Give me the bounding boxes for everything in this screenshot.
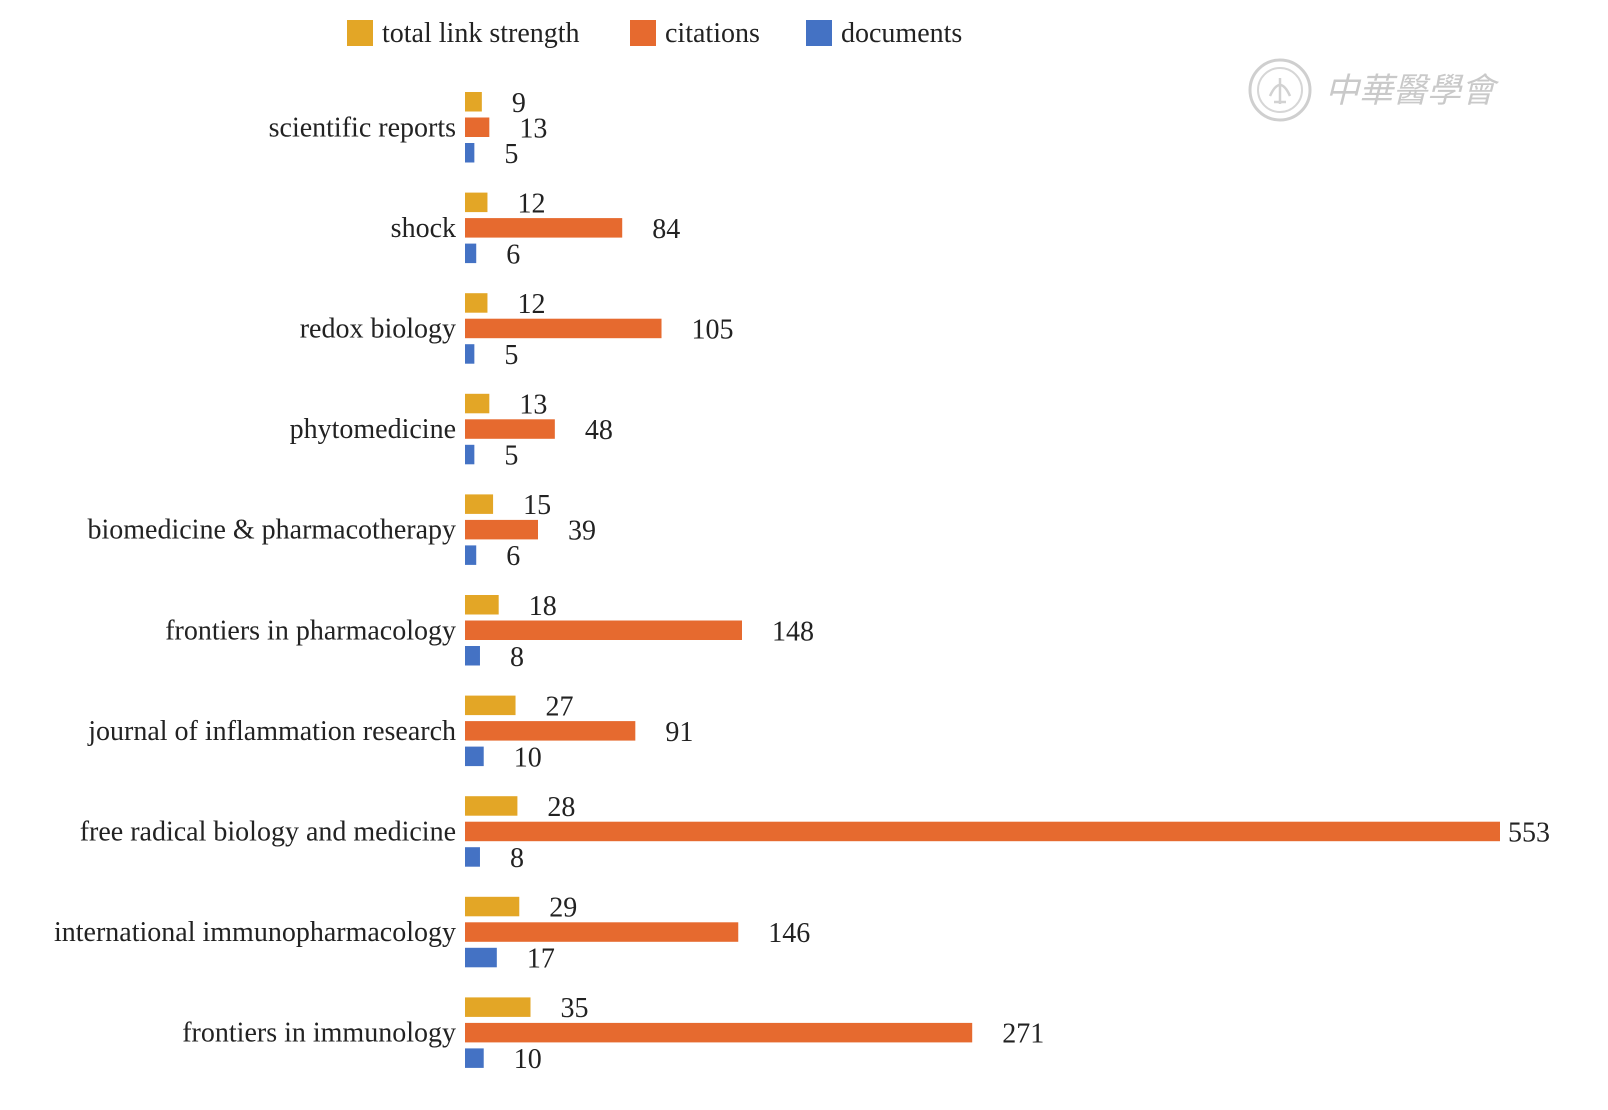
bar-documents-journal-of-inflammation-research (465, 746, 484, 767)
legend-swatch-total-link-strength (347, 20, 373, 46)
legend-label-citations: citations (665, 18, 760, 49)
bar-documents-phytomedicine (465, 444, 475, 465)
bar-citations-international-immunopharmacology (465, 922, 739, 942)
seal-emblem (1268, 78, 1292, 104)
value-label-documents-free-radical-biology-and-medicine: 8 (510, 843, 524, 874)
category-label-free-radical-biology-and-medicine: free radical biology and medicine (80, 816, 456, 847)
category-label-frontiers-in-immunology: frontiers in immunology (182, 1018, 456, 1049)
bar-total-link-strength-international-immunopharmacology (465, 896, 520, 917)
bar-citations-scientific-reports (465, 117, 490, 137)
bar-citations-free-radical-biology-and-medicine (465, 821, 1500, 842)
category-label-scientific-reports: scientific reports (269, 112, 456, 143)
bar-citations-frontiers-in-pharmacology (465, 620, 742, 640)
value-label-citations-phytomedicine: 48 (585, 415, 613, 446)
value-label-total-link-strength-international-immunopharmacology: 29 (549, 893, 577, 924)
legend-swatch-documents (806, 20, 832, 46)
value-label-total-link-strength-frontiers-in-pharmacology: 18 (529, 591, 557, 622)
bar-documents-redox-biology (465, 344, 475, 364)
bar-documents-frontiers-in-pharmacology (465, 646, 480, 666)
value-label-citations-biomedicine-and-pharmacotherapy: 39 (568, 516, 596, 547)
value-label-documents-scientific-reports: 5 (504, 139, 518, 170)
bar-citations-phytomedicine (465, 419, 555, 439)
value-label-total-link-strength-frontiers-in-immunology: 35 (561, 993, 589, 1024)
bar-total-link-strength-phytomedicine (465, 393, 490, 414)
watermark: 中華醫學會 (1248, 58, 1500, 122)
value-label-citations-scientific-reports: 13 (519, 113, 547, 144)
bar-documents-biomedicine-and-pharmacotherapy (465, 545, 477, 565)
value-label-documents-phytomedicine: 5 (504, 441, 518, 472)
value-label-total-link-strength-journal-of-inflammation-research: 27 (546, 691, 574, 722)
bar-total-link-strength-frontiers-in-pharmacology (465, 595, 499, 615)
value-label-total-link-strength-phytomedicine: 13 (519, 390, 547, 421)
seal-icon (1248, 58, 1312, 122)
bar-citations-frontiers-in-immunology (465, 1022, 973, 1043)
value-label-total-link-strength-shock: 12 (517, 188, 545, 219)
bar-total-link-strength-frontiers-in-immunology (465, 997, 531, 1017)
value-label-documents-redox-biology: 5 (504, 340, 518, 371)
value-label-total-link-strength-biomedicine-and-pharmacotherapy: 15 (523, 490, 551, 521)
bar-citations-shock (465, 218, 623, 238)
value-label-citations-international-immunopharmacology: 146 (768, 918, 810, 949)
value-label-citations-free-radical-biology-and-medicine: 553 (1508, 817, 1550, 848)
bar-citations-redox-biology (465, 318, 662, 339)
legend-label-documents: documents (841, 18, 962, 49)
category-label-phytomedicine: phytomedicine (290, 414, 456, 445)
watermark-text: 中華醫學會 (1325, 73, 1500, 110)
bar-total-link-strength-free-radical-biology-and-medicine (465, 796, 518, 816)
bar-documents-frontiers-in-immunology (465, 1048, 484, 1068)
category-label-frontiers-in-pharmacology: frontiers in pharmacology (165, 615, 456, 646)
category-label-redox-biology: redox biology (300, 313, 456, 344)
seal-inner-ring (1257, 67, 1303, 113)
value-label-citations-shock: 84 (652, 214, 680, 245)
value-label-total-link-strength-redox-biology: 12 (517, 289, 545, 320)
value-label-citations-frontiers-in-pharmacology: 148 (772, 616, 814, 647)
legend: total link strength citations documents (347, 18, 962, 49)
bar-documents-scientific-reports (465, 143, 475, 163)
bar-citations-journal-of-inflammation-research (465, 721, 636, 741)
category-label-journal-of-inflammation-research: journal of inflammation research (87, 716, 456, 747)
bar-documents-shock (465, 243, 477, 264)
bar-total-link-strength-shock (465, 192, 488, 213)
bar-total-link-strength-journal-of-inflammation-research (465, 695, 516, 716)
value-label-documents-journal-of-inflammation-research: 10 (514, 742, 542, 773)
value-label-documents-biomedicine-and-pharmacotherapy: 6 (506, 541, 520, 572)
bar-documents-free-radical-biology-and-medicine (465, 847, 480, 867)
bar-documents-international-immunopharmacology (465, 947, 497, 968)
bar-total-link-strength-biomedicine-and-pharmacotherapy (465, 494, 494, 514)
value-label-citations-frontiers-in-immunology: 271 (1002, 1019, 1044, 1050)
bar-total-link-strength-redox-biology (465, 293, 488, 313)
legend-swatch-citations (630, 20, 656, 46)
category-label-international-immunopharmacology: international immunopharmacology (54, 917, 456, 948)
bar-citations-biomedicine-and-pharmacotherapy (465, 519, 538, 540)
value-label-citations-redox-biology: 105 (692, 314, 734, 345)
category-label-shock: shock (391, 213, 456, 244)
category-label-biomedicine-and-pharmacotherapy: biomedicine & pharmacotherapy (87, 515, 456, 546)
value-label-documents-frontiers-in-pharmacology: 8 (510, 642, 524, 673)
value-label-documents-international-immunopharmacology: 17 (527, 944, 555, 975)
legend-label-total-link-strength: total link strength (382, 18, 580, 49)
value-label-documents-frontiers-in-immunology: 10 (514, 1044, 542, 1075)
bar-total-link-strength-scientific-reports (465, 92, 482, 112)
value-label-total-link-strength-free-radical-biology-and-medicine: 28 (547, 792, 575, 823)
value-label-documents-shock: 6 (506, 239, 520, 270)
value-label-total-link-strength-scientific-reports: 9 (512, 88, 526, 119)
value-label-citations-journal-of-inflammation-research: 91 (665, 717, 693, 748)
